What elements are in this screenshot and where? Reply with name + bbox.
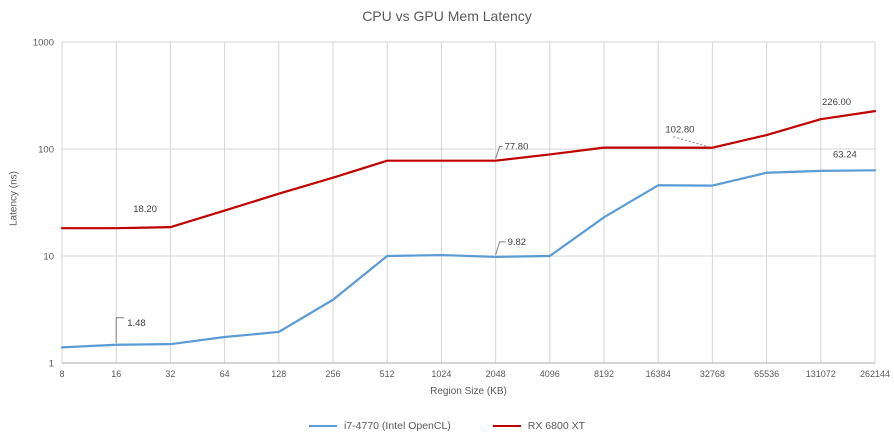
data-label-226.00: 226.00	[822, 97, 851, 108]
x-tick-label-8: 8	[59, 369, 64, 379]
x-tick-label-128: 128	[271, 369, 286, 379]
data-label-9.82: 9.82	[508, 237, 526, 248]
label-leader	[673, 136, 709, 148]
data-label-102.80: 102.80	[665, 125, 694, 136]
x-tick-label-16: 16	[111, 369, 121, 379]
legend-label: i7-4770 (Intel OpenCL)	[343, 420, 451, 432]
label-leader	[495, 146, 503, 159]
label-leader	[115, 317, 125, 343]
x-tick-label-32768: 32768	[700, 369, 725, 379]
x-tick-label-512: 512	[380, 369, 395, 379]
x-axis-title: Region Size (KB)	[430, 386, 507, 397]
x-tick-label-1024: 1024	[431, 369, 451, 379]
y-tick-label-1000: 1000	[33, 38, 54, 49]
legend-line-swatch	[308, 425, 337, 427]
x-tick-label-256: 256	[325, 369, 340, 379]
x-tick-label-65536: 65536	[754, 369, 779, 379]
y-tick-label-1: 1	[49, 359, 54, 370]
legend: i7-4770 (Intel OpenCL) RX 6800 XT	[0, 420, 894, 432]
chart-title: CPU vs GPU Mem Latency	[362, 8, 532, 24]
legend-item-0: i7-4770 (Intel OpenCL)	[308, 420, 451, 432]
x-tick-label-131072: 131072	[806, 369, 836, 379]
data-label-63.24: 63.24	[833, 149, 857, 160]
x-tick-label-16384: 16384	[646, 369, 671, 379]
series-line-rx-6800-xt	[60, 110, 877, 230]
label-leader	[495, 241, 506, 255]
y-axis-title: Latency (ns)	[8, 170, 20, 227]
x-tick-label-262144: 262144	[860, 369, 890, 379]
series-line-i7-4770-intel-opencl	[60, 169, 877, 349]
legend-item-1: RX 6800 XT	[492, 420, 585, 432]
x-tick-label-64: 64	[220, 369, 230, 379]
data-label-77.80: 77.80	[505, 142, 529, 153]
x-tick-label-8192: 8192	[594, 369, 614, 379]
x-tick-label-2048: 2048	[486, 369, 506, 379]
y-tick-label-10: 10	[43, 252, 54, 263]
y-tick-label-100: 100	[38, 145, 54, 156]
data-label-1.48: 1.48	[127, 318, 146, 329]
x-tick-label-4096: 4096	[540, 369, 560, 379]
x-tick-label-32: 32	[165, 369, 175, 379]
legend-label: RX 6800 XT	[527, 420, 585, 432]
data-label-18.20: 18.20	[133, 204, 157, 215]
legend-line-swatch	[492, 425, 521, 427]
